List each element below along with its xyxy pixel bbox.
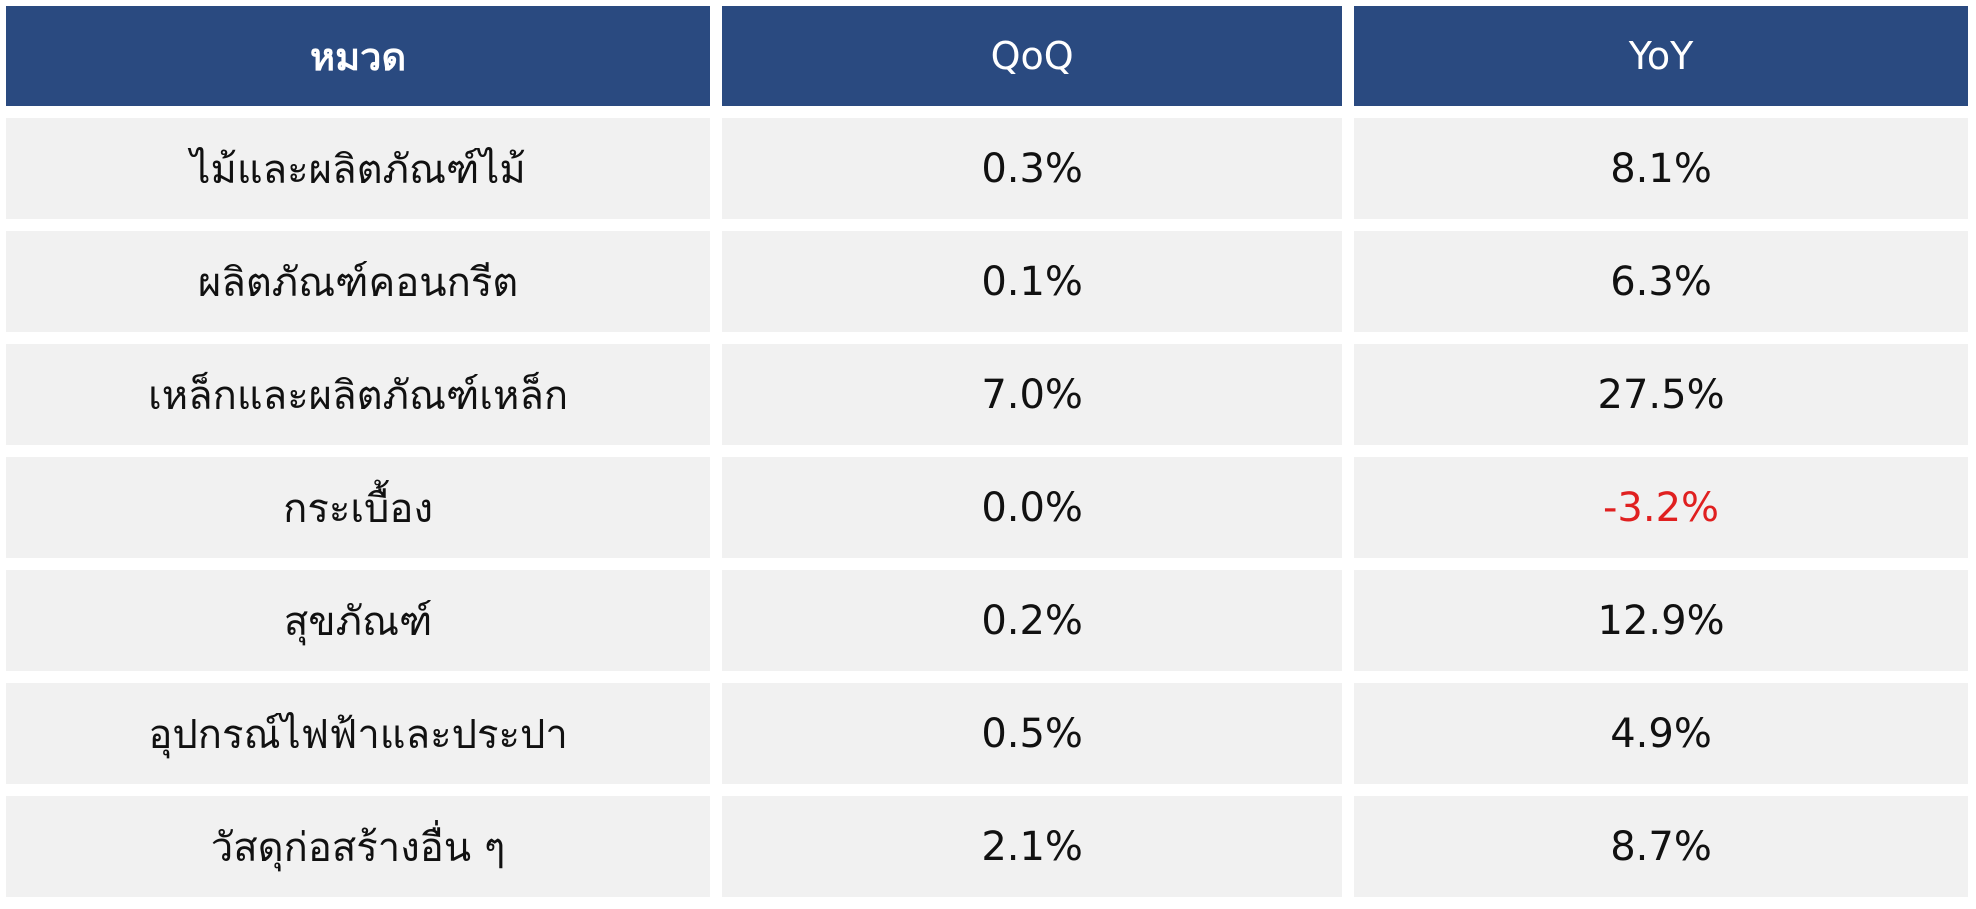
yoy-cell: -3.2% (1354, 457, 1968, 558)
qoq-cell: 0.5% (722, 683, 1343, 784)
qoq-cell: 0.1% (722, 231, 1343, 332)
qoq-cell: 7.0% (722, 344, 1343, 445)
table-row: อุปกรณ์ไฟฟ้าและประปา 0.5% 4.9% (6, 683, 1968, 784)
header-row: หมวด QoQ YoY (6, 6, 1968, 106)
yoy-cell: 8.7% (1354, 796, 1968, 897)
table-row: วัสดุก่อสร้างอื่น ๆ 2.1% 8.7% (6, 796, 1968, 897)
category-cell: สุขภัณฑ์ (6, 570, 711, 671)
table-row: ผลิตภัณฑ์คอนกรีต 0.1% 6.3% (6, 231, 1968, 332)
column-header-yoy: YoY (1354, 6, 1968, 106)
qoq-cell: 2.1% (722, 796, 1343, 897)
column-header-qoq: QoQ (722, 6, 1343, 106)
qoq-cell: 0.3% (722, 118, 1343, 219)
category-cell: ไม้และผลิตภัณฑ์ไม้ (6, 118, 711, 219)
yoy-cell: 8.1% (1354, 118, 1968, 219)
category-cell: กระเบื้อง (6, 457, 711, 558)
table-row: เหล็กและผลิตภัณฑ์เหล็ก 7.0% 27.5% (6, 344, 1968, 445)
table-row: สุขภัณฑ์ 0.2% 12.9% (6, 570, 1968, 671)
yoy-cell: 6.3% (1354, 231, 1968, 332)
qoq-cell: 0.0% (722, 457, 1343, 558)
category-cell: เหล็กและผลิตภัณฑ์เหล็ก (6, 344, 711, 445)
yoy-cell: 4.9% (1354, 683, 1968, 784)
table-row: ไม้และผลิตภัณฑ์ไม้ 0.3% 8.1% (6, 118, 1968, 219)
table-row: กระเบื้อง 0.0% -3.2% (6, 457, 1968, 558)
yoy-cell: 27.5% (1354, 344, 1968, 445)
data-table-container: หมวด QoQ YoY ไม้และผลิตภัณฑ์ไม้ 0.3% 8.1… (6, 6, 1968, 897)
category-cell: อุปกรณ์ไฟฟ้าและประปา (6, 683, 711, 784)
category-cell: วัสดุก่อสร้างอื่น ๆ (6, 796, 711, 897)
column-header-category: หมวด (6, 6, 711, 106)
yoy-cell: 12.9% (1354, 570, 1968, 671)
qoq-cell: 0.2% (722, 570, 1343, 671)
category-cell: ผลิตภัณฑ์คอนกรีต (6, 231, 711, 332)
